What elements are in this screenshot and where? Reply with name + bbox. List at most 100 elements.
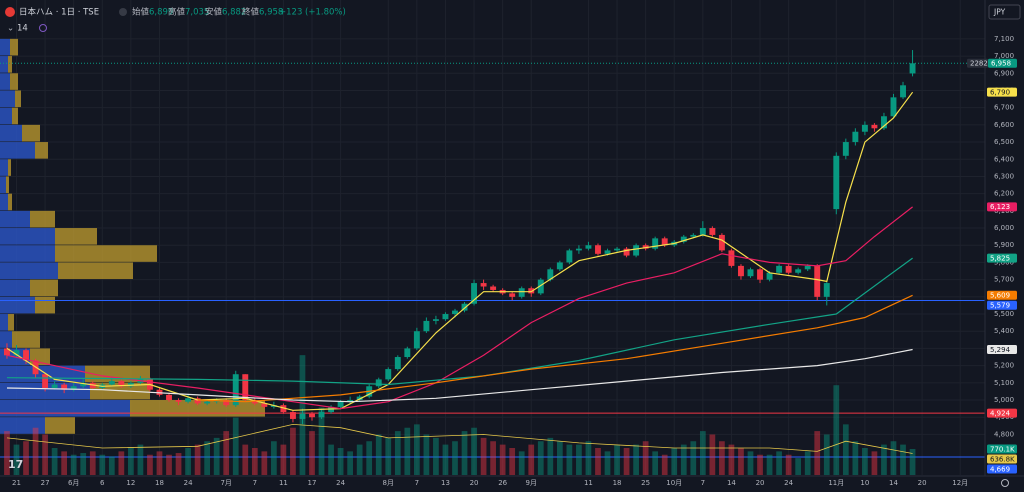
profile-up [0, 124, 22, 142]
volume-bar [137, 444, 144, 475]
volume-bar [271, 441, 277, 475]
volume-bar [175, 453, 182, 475]
volume-bar [290, 427, 296, 475]
moving-average [197, 294, 913, 403]
candle-body [42, 374, 49, 388]
volume-bar [852, 441, 859, 475]
high-value: 7,035 [185, 8, 209, 18]
volume-bar [661, 454, 668, 475]
candle-body [385, 369, 392, 380]
candle-body [423, 320, 430, 332]
candle-body [900, 85, 906, 98]
volume-bar [623, 447, 630, 475]
profile-down [55, 228, 97, 245]
candle-body [318, 412, 325, 418]
volume-bar [776, 451, 782, 475]
volume-bar [747, 451, 754, 475]
volume-bar [862, 447, 868, 475]
candle-body [623, 248, 630, 256]
settings-icon[interactable] [1001, 479, 1009, 487]
volume-bar [4, 431, 10, 475]
candle-body [204, 401, 211, 404]
price-badge-label: 6,790 [990, 88, 1010, 96]
volume-bar [614, 444, 620, 475]
profile-up [0, 142, 35, 159]
candle-body [166, 394, 172, 401]
collapse-icon[interactable]: ⌄ [7, 24, 14, 34]
profile-up [0, 159, 8, 176]
candle-body [757, 269, 763, 280]
volume-bar [585, 441, 592, 475]
profile-up [0, 210, 30, 228]
volume-bar [337, 447, 344, 475]
candle-body [194, 398, 201, 404]
candle-body [461, 303, 468, 311]
candle-body [633, 245, 640, 256]
profile-down [8, 314, 14, 331]
y-tick-label: 6,400 [994, 155, 1014, 163]
volume-bar [394, 431, 401, 475]
volume-bar [404, 427, 411, 475]
x-tick-label: 7 [415, 479, 419, 487]
profile-down [10, 38, 18, 56]
candle-body [861, 124, 868, 132]
x-tick-label: 14 [889, 479, 898, 487]
volume-bar [194, 444, 201, 475]
volume-bar [680, 444, 687, 475]
close-label: 終値 [242, 7, 260, 18]
candle-body [814, 265, 821, 297]
candle-body [547, 269, 554, 280]
x-tick-label: 6 [100, 479, 105, 487]
x-tick-label: 26 [498, 479, 507, 487]
y-tick-label: 5,400 [994, 327, 1014, 335]
axes: 4,8004,9005,0005,1005,2005,3005,4005,500… [12, 35, 1017, 487]
low-label: 安値 [205, 7, 223, 18]
candle-body [394, 357, 401, 370]
profile-up [0, 314, 8, 331]
volume-bar [871, 451, 878, 475]
indicator-count[interactable]: 14 [17, 24, 28, 34]
profile-down [8, 159, 11, 176]
currency[interactable]: JPY [993, 8, 1006, 17]
candle-body [509, 293, 516, 297]
price-badge-label: 636.8K [990, 455, 1015, 463]
volume-bar [423, 434, 430, 475]
volume-bar [604, 451, 611, 475]
indicator-icon[interactable] [39, 24, 47, 32]
volume-bar [528, 444, 535, 475]
candle-body [595, 245, 601, 254]
profile-up [0, 331, 12, 348]
candle-body [70, 386, 77, 390]
candle-body [842, 142, 849, 156]
volume-bar [576, 444, 582, 475]
candle-body [652, 238, 659, 249]
plot-area [0, 0, 985, 475]
volume-bar [309, 431, 315, 475]
currency-button[interactable] [988, 4, 1021, 20]
profile-down [30, 279, 58, 297]
volume-bar [442, 444, 449, 475]
volume-bar [356, 444, 363, 475]
moving-average [6, 257, 913, 386]
volume-bar [13, 444, 20, 475]
x-tick-label: 6月 [68, 479, 79, 487]
candle-body [13, 350, 20, 356]
volume-bar [785, 454, 792, 475]
volume-bar [518, 451, 525, 475]
low-value: 6,882 [222, 8, 246, 18]
volume-bar [385, 437, 392, 475]
volume-bar [23, 441, 29, 475]
volume-bar [318, 407, 325, 475]
x-tick-label: 7月 [220, 479, 231, 487]
volume-bar [375, 434, 382, 475]
y-tick-label: 6,200 [994, 190, 1014, 198]
profile-down [12, 331, 40, 348]
y-tick-label: 7,000 [994, 52, 1014, 60]
x-tick-label: 17 [308, 479, 317, 487]
eye-icon[interactable] [119, 8, 127, 16]
x-tick-label: 25 [641, 479, 650, 487]
candle-body [232, 374, 239, 406]
volume-bar [556, 441, 563, 475]
volume-bar [566, 444, 573, 475]
